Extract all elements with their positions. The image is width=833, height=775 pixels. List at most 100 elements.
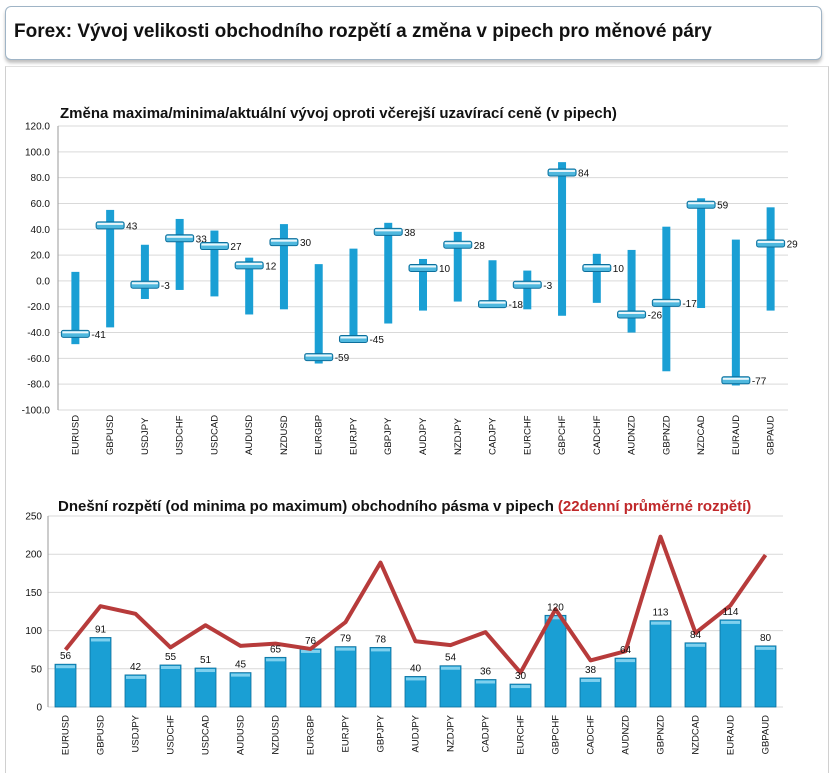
c2-bar [229, 672, 252, 708]
pip-change-chart: Změna maxima/minima/aktuální vývoj oprot… [22, 105, 799, 455]
c1-range-bar [558, 162, 567, 316]
c1-category-label: GBPNZD [661, 415, 672, 455]
c1-range-bar [523, 270, 532, 310]
c1-current-label: -3 [161, 281, 170, 292]
c1-current-marker-shine [340, 336, 367, 339]
c2-category-label: GBPUSD [96, 715, 107, 755]
c1-category-label: EURCHF [522, 415, 533, 455]
c2-category-label: USDCHF [166, 715, 177, 755]
c1-category-label: EURGBP [314, 415, 325, 455]
c1-ytick-label: -80.0 [27, 380, 50, 391]
c2-bar [264, 656, 287, 708]
c1-current-label: -17 [682, 299, 697, 310]
c2-category-label: USDCAD [201, 715, 212, 755]
chart2-title-main: Dnešní rozpětí (od minima po maximum) ob… [58, 498, 554, 515]
c2-bar-highlight [756, 646, 775, 650]
c2-bar-label: 42 [130, 662, 142, 673]
charts-panel [5, 66, 829, 773]
c1-range-bar [697, 198, 706, 309]
c2-bar [614, 657, 637, 708]
c2-bar-label: 51 [200, 655, 212, 666]
c1-current-marker-shine [236, 262, 263, 265]
c1-current-label: 29 [787, 239, 799, 250]
c1-current-marker-shine [270, 239, 297, 242]
c1-range-bar [453, 231, 462, 302]
c2-ytick-label: 150 [25, 588, 42, 599]
c2-bar-highlight [266, 658, 285, 662]
c1-category-label: GBPAUD [766, 415, 777, 455]
c2-bar-label: 56 [60, 651, 72, 662]
c2-bar-highlight [231, 673, 250, 677]
c1-current-label: 10 [613, 264, 625, 275]
c2-ytick-label: 0 [36, 703, 42, 714]
c2-bar-label: 45 [235, 660, 247, 671]
c1-category-label: NZDJPY [453, 417, 464, 455]
c1-current-label: -3 [543, 281, 552, 292]
c1-current-label: 12 [265, 261, 277, 272]
c2-bar [684, 642, 707, 708]
c2-bar-label: 113 [653, 608, 669, 619]
c1-current-label: 33 [196, 234, 208, 245]
c1-current-marker-shine [618, 311, 645, 314]
c2-ytick-label: 250 [25, 512, 42, 523]
c1-range-bar [419, 258, 427, 311]
c2-category-label: GBPCHF [551, 715, 562, 755]
c2-bar [719, 619, 742, 708]
c1-ytick-label: 40.0 [31, 225, 51, 236]
c1-range-bar [592, 253, 601, 303]
c1-current-marker-shine [97, 222, 124, 225]
c1-category-label: GBPJPY [383, 417, 394, 455]
c2-category-label: USDJPY [131, 714, 142, 752]
c1-range-bar [279, 224, 288, 310]
c2-bar [299, 648, 322, 708]
c2-category-label: CADJPY [481, 714, 492, 752]
c2-bar-label: 78 [375, 634, 387, 645]
c2-bar-highlight [581, 678, 600, 682]
c2-category-label: NZDCAD [691, 715, 702, 755]
c2-bar-highlight [371, 648, 390, 652]
c1-current-marker-shine [131, 282, 158, 285]
c1-category-label: EURAUD [731, 415, 742, 455]
chart2-title: Dnešní rozpětí (od minima po maximum) ob… [58, 498, 751, 515]
c1-current-marker-shine [375, 229, 402, 232]
c1-range-bar [140, 244, 149, 299]
c2-category-label: AUDUSD [236, 715, 247, 755]
c2-bar-label: 38 [585, 665, 597, 676]
c2-category-label: EURJPY [341, 714, 352, 752]
c1-range-bar [314, 264, 323, 364]
c2-bar-label: 80 [760, 633, 772, 644]
c1-range-bar [106, 209, 115, 328]
c2-category-label: GBPAUD [761, 715, 772, 755]
c1-category-label: USDJPY [140, 417, 151, 455]
c1-current-label: 28 [474, 241, 486, 252]
c2-bar-highlight [686, 643, 705, 647]
c1-ytick-label: -20.0 [27, 302, 50, 313]
c1-range-bar [210, 230, 219, 297]
c1-range-bar [488, 260, 497, 307]
c1-current-label: 30 [300, 238, 312, 249]
c2-bar-highlight [301, 649, 320, 653]
c2-bar [544, 614, 567, 708]
c1-ytick-label: 120.0 [25, 122, 50, 133]
c2-bar-label: 55 [165, 652, 177, 663]
c1-category-label: NZDUSD [279, 415, 290, 455]
c2-ytick-label: 100 [25, 626, 42, 637]
chart2-title-red: (22denní průměrné rozpětí) [558, 498, 751, 515]
c2-bar [369, 647, 392, 708]
c1-category-label: AUDJPY [418, 417, 429, 455]
c1-current-marker-shine [757, 240, 784, 243]
c2-category-label: GBPNZD [656, 715, 667, 755]
c1-current-marker-shine [722, 377, 749, 380]
c1-category-label: AUDUSD [244, 415, 255, 455]
c2-bar-highlight [651, 621, 670, 625]
c2-bar [579, 677, 602, 708]
c1-range-bar [766, 207, 775, 311]
c2-bar-label: 120 [547, 602, 564, 613]
c1-range-bar [349, 248, 358, 342]
c1-current-marker-shine [305, 354, 332, 357]
c1-category-label: CADJPY [488, 417, 499, 455]
c2-bar [439, 665, 462, 708]
c2-bar-highlight [511, 685, 530, 689]
c1-ytick-label: 20.0 [31, 251, 51, 262]
